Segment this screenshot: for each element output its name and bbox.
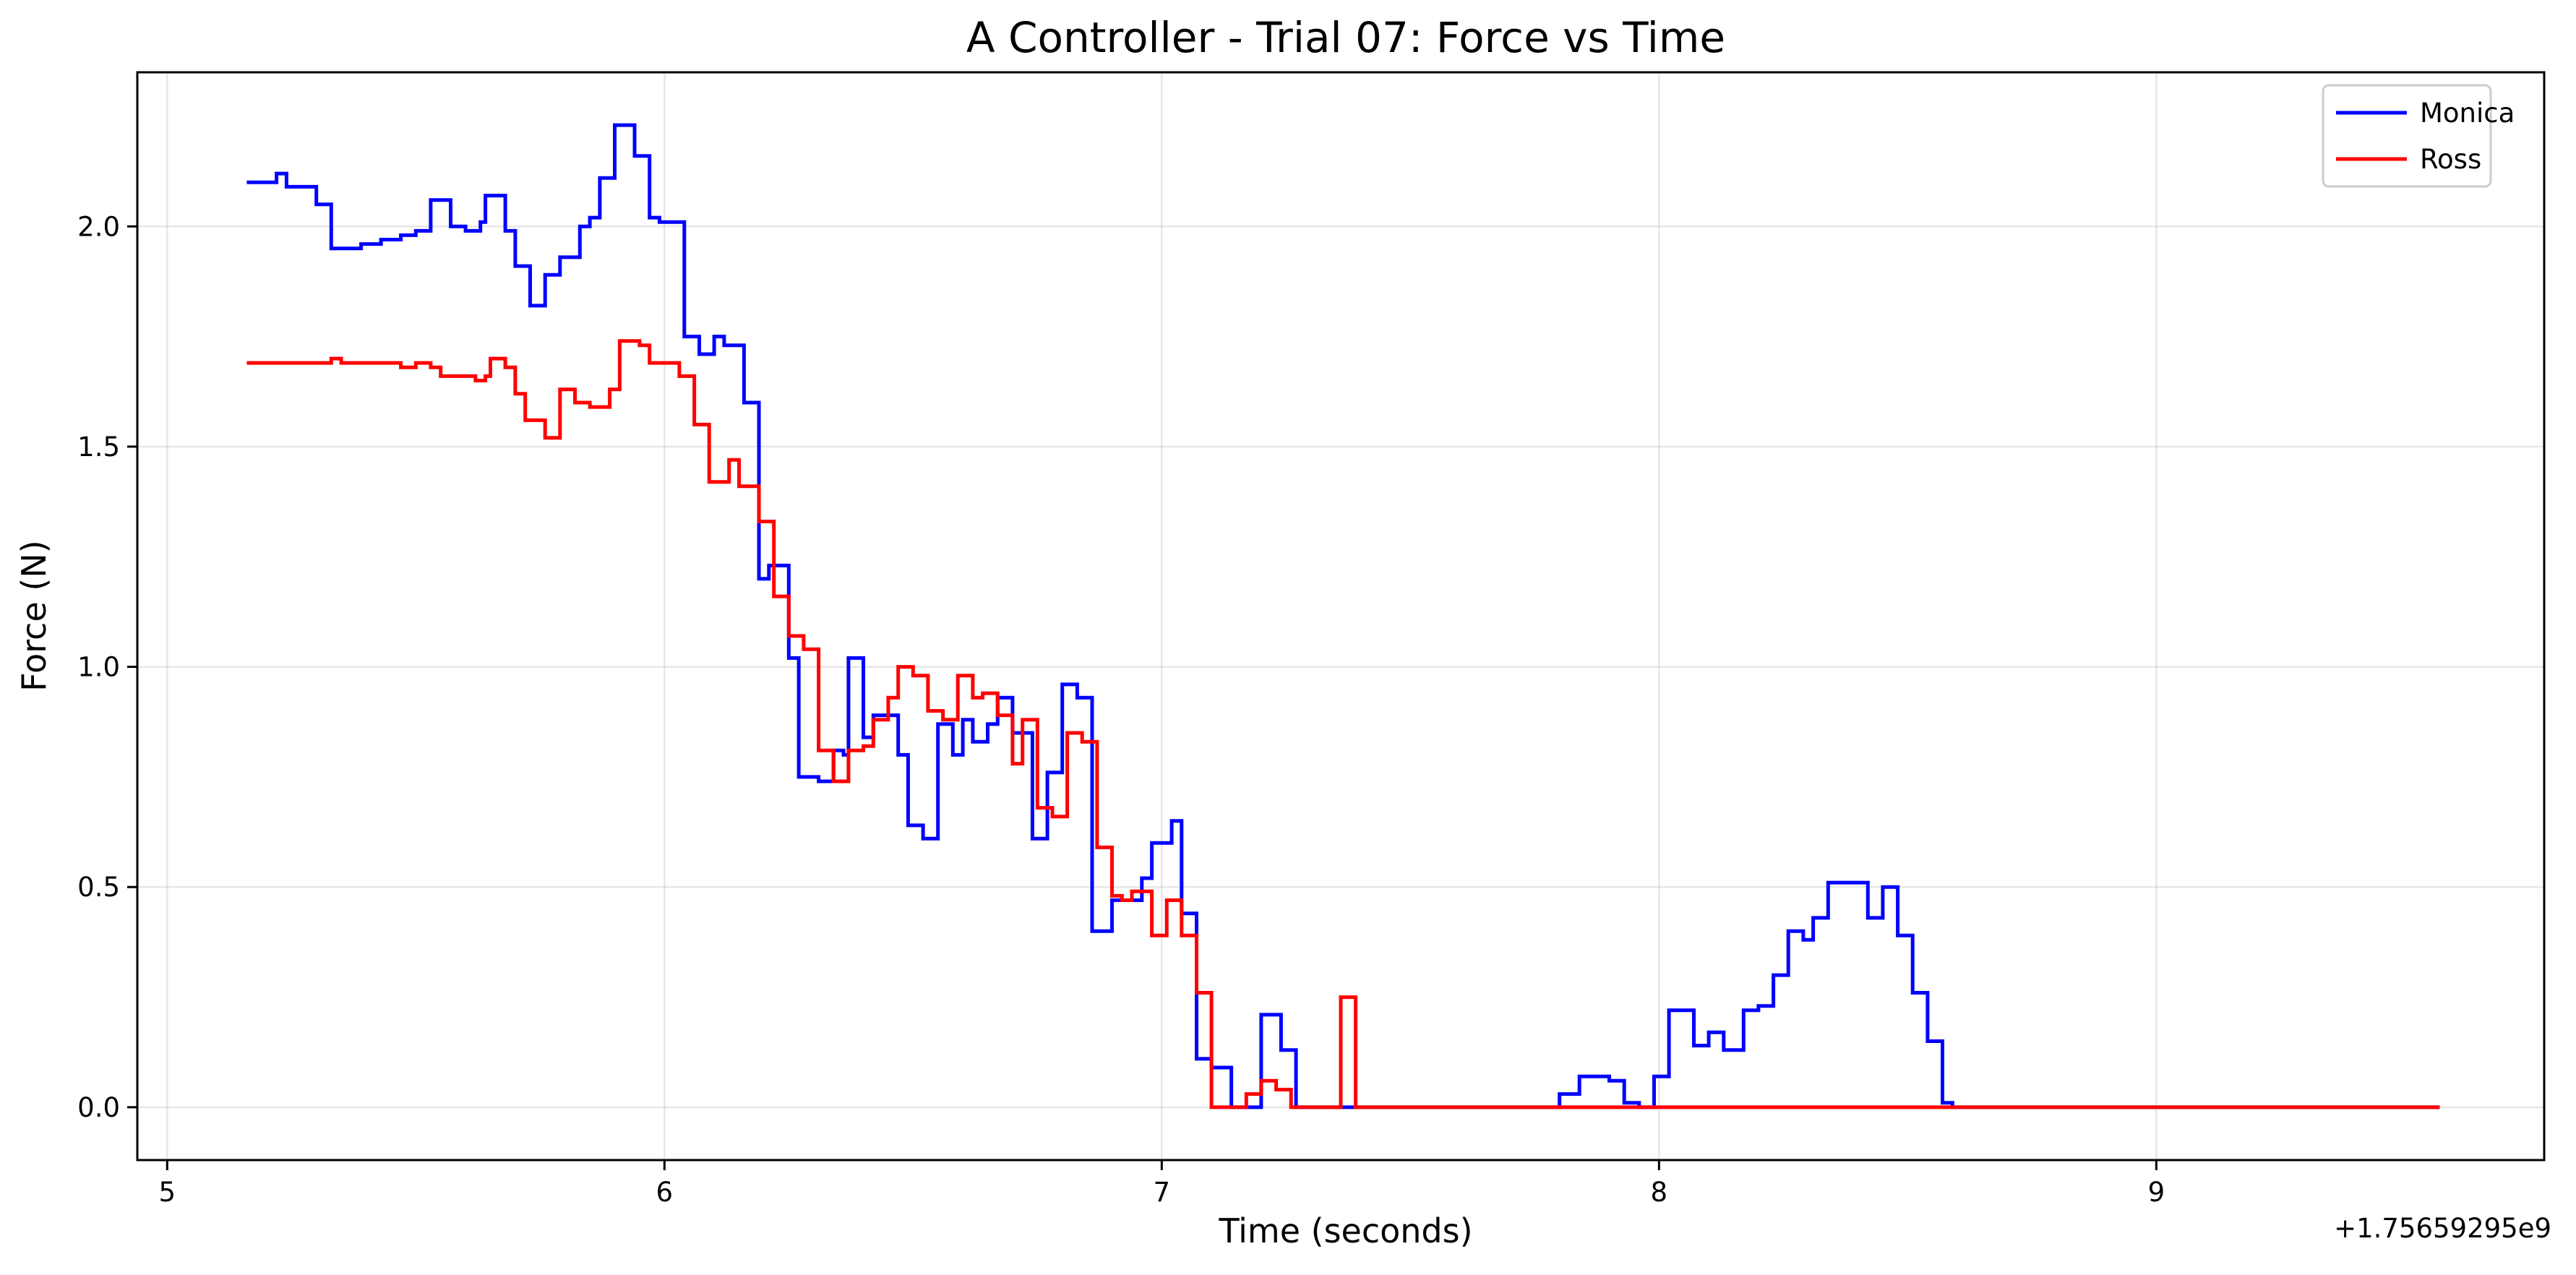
legend-label-monica: Monica	[2420, 98, 2515, 129]
y-tick-label: 1.0	[77, 652, 120, 683]
x-tick-label: 7	[1154, 1177, 1171, 1208]
y-tick-label: 2.0	[77, 211, 120, 242]
chart-title: A Controller - Trial 07: Force vs Time	[966, 13, 1725, 62]
plot-frame	[136, 71, 2546, 1162]
y-axis-ticks: 0.0 0.5 1.0 1.5 2.0	[77, 211, 137, 1123]
y-axis-label: Force (N)	[14, 540, 53, 691]
series-layer	[246, 123, 2440, 1109]
x-tick-label: 8	[1651, 1177, 1668, 1208]
x-tick-label: 6	[656, 1177, 674, 1208]
legend-box	[2322, 84, 2492, 188]
series-line-ross	[246, 339, 2440, 1109]
y-tick-label: 1.5	[77, 432, 120, 463]
x-axis-ticks: 5 6 7 8 9	[159, 1160, 2165, 1208]
series-line-monica	[246, 123, 2440, 1109]
legend-label-ross: Ross	[2420, 144, 2481, 175]
x-axis-label: Time (seconds)	[1218, 1211, 1472, 1250]
x-tick-label: 9	[2148, 1177, 2165, 1208]
y-tick-label: 0.5	[77, 872, 120, 903]
legend: Monica Ross	[2322, 84, 2515, 188]
x-tick-label: 5	[159, 1177, 176, 1208]
x-axis-offset-label: +1.75659295e9	[2334, 1213, 2551, 1244]
y-tick-label: 0.0	[77, 1092, 120, 1123]
